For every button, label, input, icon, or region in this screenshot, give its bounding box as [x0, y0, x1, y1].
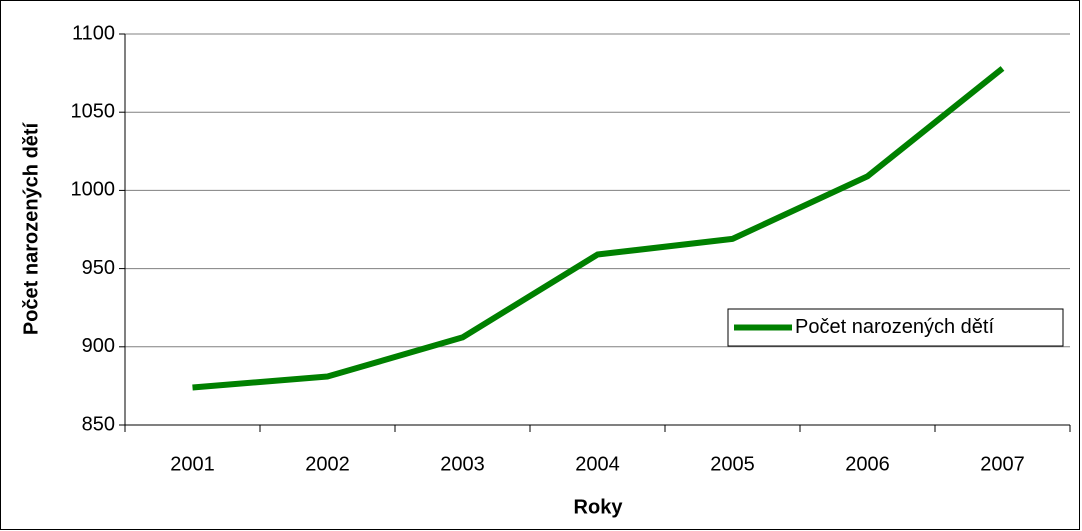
- y-tick-label: 850: [82, 413, 115, 435]
- y-tick-label: 1050: [71, 100, 116, 122]
- x-tick-label: 2003: [440, 453, 485, 475]
- x-tick-label: 2004: [575, 453, 620, 475]
- x-tick-label: 2002: [305, 453, 350, 475]
- x-tick-label: 2007: [980, 453, 1025, 475]
- y-tick-label: 1100: [72, 22, 115, 44]
- y-tick-label: 900: [82, 335, 115, 357]
- legend-label: Počet narozených dětí: [795, 316, 994, 338]
- x-tick-label: 2001: [170, 453, 215, 475]
- x-axis-label: Roky: [574, 496, 624, 518]
- x-tick-label: 2006: [845, 453, 890, 475]
- y-tick-label: 1000: [71, 179, 116, 201]
- y-tick-label: 950: [82, 257, 115, 279]
- y-axis-label: Počet narozených dětí: [20, 121, 42, 335]
- data-line: [192, 66, 1005, 391]
- x-tick-label: 2005: [710, 453, 755, 475]
